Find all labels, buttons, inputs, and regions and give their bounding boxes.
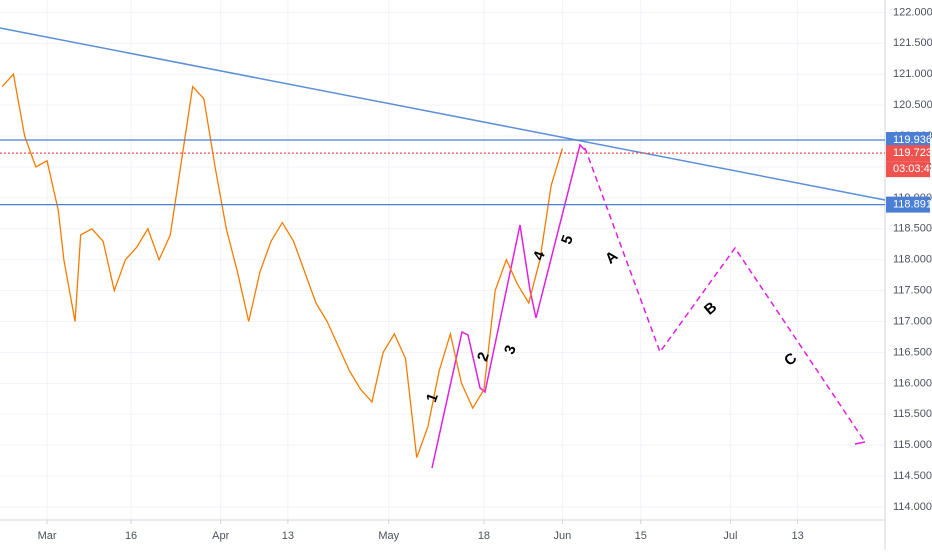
y-tick-label: 116.000 <box>893 377 932 389</box>
x-tick-label: Apr <box>212 530 229 542</box>
level-badge <box>886 196 930 213</box>
x-tick-label: Jul <box>723 530 737 542</box>
y-tick-label: 121.500 <box>893 37 932 49</box>
wave-impulse <box>431 143 586 469</box>
wave-label: 1 <box>423 391 442 405</box>
price-line <box>1 72 563 458</box>
wave-label: 4 <box>530 248 549 262</box>
y-tick-label: 118.500 <box>893 223 932 235</box>
level-badge <box>886 131 930 148</box>
wave-label: B <box>701 298 720 318</box>
wave-label: 3 <box>501 343 520 357</box>
x-tick-label: Mar <box>38 530 57 542</box>
level-label: 119.723 <box>893 147 932 159</box>
x-tick-label: 16 <box>125 530 137 542</box>
level-label: 118.891 <box>893 199 932 211</box>
level-label: 119.936 <box>893 134 932 146</box>
x-tick-label: 13 <box>791 530 803 542</box>
y-tick-label: 117.000 <box>893 315 932 327</box>
x-tick-label: 13 <box>282 530 294 542</box>
x-tick-label: Jun <box>553 530 571 542</box>
y-tick-label: 115.500 <box>893 408 932 420</box>
wave-correction <box>584 147 866 443</box>
x-tick-label: 15 <box>635 530 647 542</box>
y-tick-label: 114.500 <box>893 470 932 482</box>
trend-line <box>0 27 886 201</box>
y-tick-label: 118.000 <box>893 254 932 266</box>
y-tick-label: 116.500 <box>893 346 932 358</box>
y-tick-label: 114.000 <box>893 501 932 513</box>
y-tick-label: 117.500 <box>893 285 932 297</box>
wave-label: A <box>602 247 621 267</box>
x-tick-label: May <box>378 530 399 542</box>
grid <box>0 0 885 520</box>
level-badge <box>886 145 930 162</box>
wave-label: 5 <box>558 233 577 247</box>
y-tick-label: 120.500 <box>893 99 932 111</box>
y-tick-label: 115.000 <box>893 439 932 451</box>
wave-end <box>854 441 866 445</box>
y-tick-label: 121.000 <box>893 68 932 80</box>
x-tick-label: 18 <box>478 530 490 542</box>
countdown: 03:03:48 <box>893 163 932 175</box>
y-tick-label: 122.000 <box>893 6 932 18</box>
countdown-badge <box>886 161 930 178</box>
